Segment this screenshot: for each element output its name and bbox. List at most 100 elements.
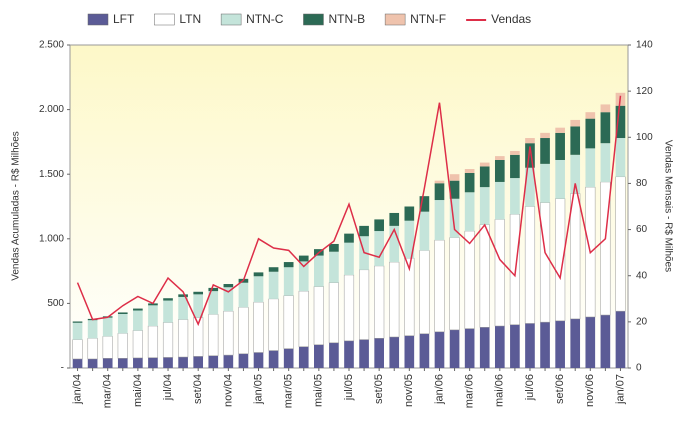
bar-segment <box>223 310 234 356</box>
bar-segment <box>193 291 204 295</box>
y-tick-label: 500 <box>47 298 64 309</box>
bar-segment <box>525 167 535 207</box>
bar-segment <box>600 315 611 368</box>
bar-segment <box>600 143 611 182</box>
bar-segment <box>525 323 535 368</box>
x-tick-label: mai/06 <box>494 374 506 407</box>
bar-segment <box>163 298 173 301</box>
x-tick-label: jan/05 <box>252 374 264 405</box>
bar-segment <box>374 265 385 339</box>
bar-segment <box>404 220 415 259</box>
bar-segment <box>494 219 505 327</box>
bar-segment <box>208 314 219 356</box>
y2-tick-label: 120 <box>636 86 653 97</box>
bar-segment <box>253 272 264 277</box>
bar-segment <box>178 294 188 297</box>
bar-segment <box>102 358 113 368</box>
bar-segment <box>479 162 490 167</box>
bar-segment <box>600 112 611 144</box>
bar-segment <box>343 274 355 342</box>
bar-segment <box>298 255 309 262</box>
legend-label: Vendas <box>491 12 531 26</box>
y2-tick-label: 40 <box>636 270 648 281</box>
bar-segment <box>510 178 520 215</box>
y2-tick-label: 0 <box>636 363 642 374</box>
bar-segment <box>555 320 565 368</box>
legend-key <box>154 13 175 26</box>
bar-segment <box>133 308 143 311</box>
bar-segment <box>208 287 219 292</box>
bar-segment <box>555 159 565 199</box>
bar-segment <box>419 250 430 335</box>
bar-segment <box>163 300 173 323</box>
bar-segment <box>314 344 324 368</box>
bar-segment <box>193 294 204 318</box>
legend-key <box>384 13 406 26</box>
bar-segment <box>163 357 173 368</box>
bar-segment <box>102 336 113 359</box>
bar-segment <box>117 312 128 314</box>
bar-segment <box>253 301 264 353</box>
bar-segment <box>72 322 83 340</box>
bar-segment <box>524 206 536 324</box>
x-tick-label: nov/04 <box>222 374 234 407</box>
bar-segment <box>585 148 596 188</box>
bar-segment <box>464 192 475 232</box>
x-tick-label: set/06 <box>554 374 566 404</box>
bar-segment <box>87 320 98 339</box>
bar-segment <box>449 329 460 368</box>
bar-segment <box>464 172 475 193</box>
legend-label: NTN-B <box>328 12 365 26</box>
bar-segment <box>208 355 219 368</box>
x-tick-label: jan/06 <box>433 374 445 405</box>
bar-segment <box>615 105 626 139</box>
bar-segment <box>268 271 279 299</box>
bar-segment <box>329 251 339 283</box>
x-tick-label: jul/04 <box>162 374 174 401</box>
bar-segment <box>283 267 294 296</box>
y2-tick-label: 100 <box>636 132 653 143</box>
y-tick-label: 1.500 <box>39 169 64 180</box>
bar-segment <box>449 174 460 181</box>
bar-segment <box>510 150 520 155</box>
y-axis-label: Vendas Acumuladas - R$ Milhões <box>11 131 22 281</box>
line <box>76 95 622 327</box>
bar-segment <box>223 284 234 288</box>
bar-segment <box>404 206 415 221</box>
bar-segment <box>178 319 189 358</box>
bar-segment <box>434 180 445 184</box>
bar-segment <box>585 112 596 119</box>
y-tick-label: 1.000 <box>39 233 64 244</box>
bar-segment <box>434 239 445 333</box>
bar-segment <box>72 358 83 368</box>
x-tick-label: set/05 <box>373 374 385 404</box>
y2-tick-label: 60 <box>636 224 648 235</box>
bar-segment <box>525 143 535 168</box>
bar-segment <box>555 127 565 133</box>
bar-segment <box>510 154 520 179</box>
bar-segment <box>540 163 550 203</box>
bar-segment <box>540 138 550 164</box>
bar-segment <box>570 119 581 127</box>
bar-segment <box>223 355 234 368</box>
bar-segment <box>344 340 354 368</box>
bar-segment <box>479 166 490 188</box>
bar-segment <box>87 338 98 360</box>
bar-segment <box>253 276 264 303</box>
bar-segment <box>510 324 520 368</box>
bar-segment <box>389 261 400 338</box>
bar-segment <box>494 326 505 368</box>
bar-segment <box>148 303 158 306</box>
bar-segment <box>238 307 249 355</box>
bar-segment <box>359 269 370 340</box>
bar-segment <box>449 237 460 331</box>
bar-segment <box>268 350 279 368</box>
y2-tick-label: 20 <box>636 316 648 327</box>
bar-segment <box>178 296 188 320</box>
bar-segment <box>238 282 249 308</box>
bar-segment <box>238 353 249 368</box>
x-tick-label: jul/05 <box>343 374 355 401</box>
legend-label: NTN-C <box>246 12 284 26</box>
legend-key <box>87 13 109 26</box>
bar-segment <box>585 118 596 149</box>
